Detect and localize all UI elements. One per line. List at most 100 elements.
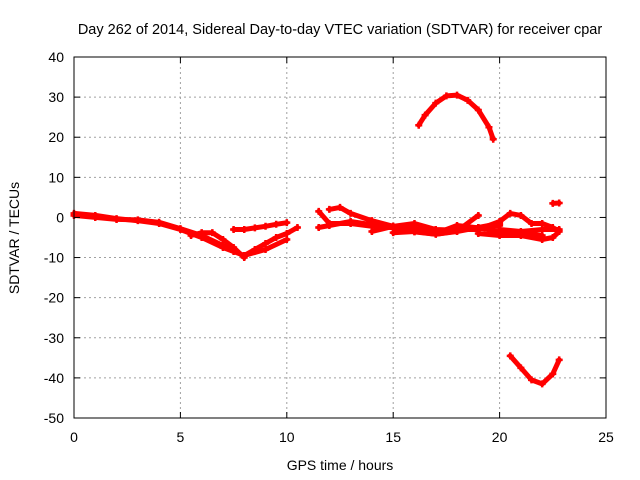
- data-point: [538, 225, 546, 233]
- data-point: [517, 364, 525, 372]
- data-point: [555, 356, 563, 364]
- data-point: [325, 205, 333, 213]
- x-tick-label: 0: [70, 429, 78, 445]
- data-point: [496, 217, 504, 225]
- data-point: [474, 211, 482, 219]
- y-tick-label: -10: [44, 250, 64, 266]
- data-point: [113, 215, 121, 223]
- data-point: [293, 223, 301, 231]
- data-point: [325, 221, 333, 229]
- x-tick-label: 25: [598, 429, 614, 445]
- data-point: [262, 246, 270, 254]
- data-point: [336, 203, 344, 211]
- y-tick-label: 20: [48, 129, 64, 145]
- data-point: [134, 216, 142, 224]
- data-point: [485, 123, 493, 131]
- y-tick-label: -50: [44, 410, 64, 426]
- series-track-4: [230, 219, 291, 233]
- y-tick-label: -20: [44, 290, 64, 306]
- data-point: [198, 229, 206, 237]
- data-point: [187, 231, 195, 239]
- data-point: [272, 234, 280, 241]
- data-point: [410, 227, 418, 235]
- data-point: [528, 376, 536, 384]
- data-point: [240, 225, 248, 233]
- data-point: [528, 219, 536, 227]
- data-point: [432, 99, 440, 107]
- x-tick-label: 5: [177, 429, 185, 445]
- y-tick-label: 30: [48, 89, 64, 105]
- data-point: [368, 217, 376, 225]
- data-point: [453, 225, 461, 233]
- data-point: [489, 135, 497, 143]
- data-point: [219, 242, 227, 250]
- y-tick-label: 10: [48, 169, 64, 185]
- data-point: [517, 227, 525, 235]
- axis-ticks: 0 5 10 15 20 25 -50 -40 -30 -20 -10 0 10 20 30 40: [44, 49, 614, 445]
- series-line: [497, 227, 562, 234]
- data-point: [283, 236, 291, 244]
- data-point: [283, 219, 291, 227]
- plot-frame: [73, 56, 607, 419]
- data-point: [251, 224, 259, 232]
- x-tick-label: 20: [492, 429, 508, 445]
- data-point: [517, 211, 525, 219]
- chart-title: Day 262 of 2014, Sidereal Day-to-day VTE…: [78, 22, 603, 38]
- series-track-17: [549, 199, 563, 207]
- data-point: [464, 96, 472, 104]
- data-point: [506, 209, 514, 217]
- data-point: [496, 231, 504, 239]
- series-track-14: [496, 225, 563, 235]
- data-point: [262, 222, 270, 230]
- data-series: [70, 91, 563, 388]
- data-point: [538, 380, 546, 388]
- data-point: [549, 370, 557, 378]
- data-point: [442, 92, 450, 100]
- data-point: [432, 229, 440, 237]
- series-track-16: [506, 352, 563, 388]
- y-tick-label: -30: [44, 330, 64, 346]
- data-point: [315, 207, 323, 215]
- series-track-15: [415, 91, 497, 143]
- series-track-12: [453, 209, 557, 233]
- data-point: [368, 227, 376, 235]
- data-point: [155, 218, 163, 226]
- data-point: [347, 209, 355, 217]
- y-tick-label: 0: [56, 209, 64, 225]
- data-point: [315, 223, 323, 231]
- data-point: [219, 236, 227, 244]
- data-point: [262, 240, 270, 248]
- data-point: [347, 217, 355, 225]
- data-point: [240, 252, 248, 260]
- data-point: [555, 225, 563, 233]
- data-point: [272, 220, 280, 228]
- data-point: [176, 225, 184, 233]
- y-axis-label: SDTVAR / TECUs: [6, 182, 22, 294]
- data-point: [474, 229, 482, 237]
- x-tick-label: 15: [385, 429, 401, 445]
- data-point: [389, 222, 397, 230]
- data-point: [230, 225, 238, 233]
- y-tick-label: 40: [48, 49, 64, 65]
- series-track-5: [240, 223, 301, 260]
- data-point: [230, 244, 238, 252]
- data-point: [474, 106, 482, 114]
- data-point: [496, 225, 504, 233]
- data-point: [555, 199, 563, 207]
- data-point: [415, 121, 423, 129]
- data-point: [538, 219, 546, 227]
- data-point: [389, 229, 397, 237]
- y-tick-label: -40: [44, 370, 64, 386]
- data-point: [208, 229, 216, 237]
- data-point: [251, 246, 259, 254]
- data-point: [283, 229, 291, 237]
- data-point: [549, 234, 557, 241]
- data-point: [549, 199, 557, 207]
- x-tick-label: 10: [279, 429, 295, 445]
- x-axis-label: GPS time / hours: [287, 457, 394, 473]
- data-point: [453, 91, 461, 99]
- data-point: [421, 111, 429, 119]
- data-point: [91, 213, 99, 221]
- data-point: [410, 219, 418, 227]
